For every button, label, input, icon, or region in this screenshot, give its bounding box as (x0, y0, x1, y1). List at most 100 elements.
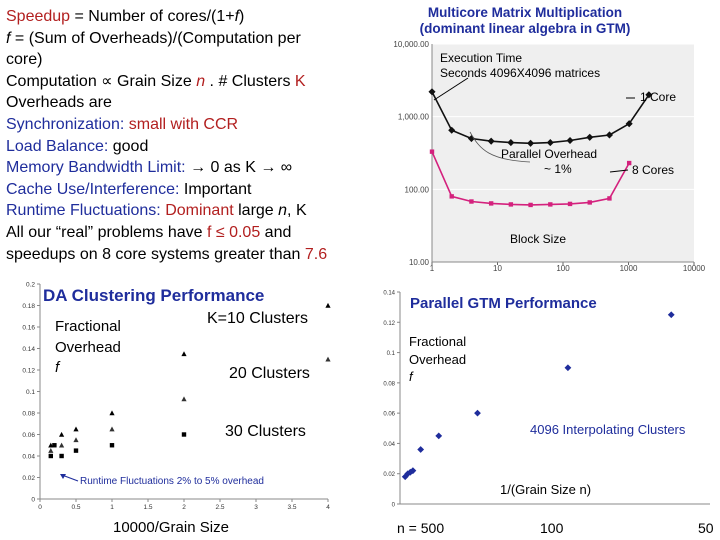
text-span: Dominant (165, 202, 234, 220)
legend-pointer-8cores (609, 169, 629, 173)
text-span: Cache Use/Interference: (6, 180, 184, 198)
ylabel-line-1: Execution Time (440, 51, 522, 65)
annotation-arrow (433, 77, 469, 101)
text-line-overheads: Overheads are (6, 92, 378, 114)
legend-1core: 1 Core (640, 90, 676, 104)
y-tick-label: 0.1 (387, 351, 396, 357)
point-series-1 (73, 437, 79, 443)
text-span: , K (287, 202, 307, 220)
text-span: → 0 as K → ∞ (190, 159, 293, 177)
text-line-synchronization: Synchronization: small with CCR (6, 114, 378, 136)
y-tick-label: 0.14 (383, 291, 395, 297)
proportional-symbol: ∝ (101, 72, 113, 90)
point-series-1 (181, 396, 187, 402)
y-tick-label: 0.04 (22, 454, 35, 461)
point-series-1 (325, 356, 331, 362)
y-tick-label: 10,000.00 (393, 40, 429, 49)
text-line-computation: Computation ∝ Grain Size n . # Clusters … (6, 71, 378, 93)
x-tick-label: 100 (556, 264, 570, 273)
ylabel-line-3: f (55, 359, 61, 376)
ylabel-line-3: f (409, 369, 414, 384)
text-line-core: core) (6, 49, 378, 71)
annotation-runtime-fluctuations: Runtime Fluctuations 2% to 5% overhead (80, 476, 264, 487)
legend-k20: 20 Clusters (229, 365, 310, 382)
chart-title: Parallel GTM Performance (410, 295, 597, 312)
slide-text: Speedup = Number of cores/(1+f) f = (Sum… (6, 6, 378, 265)
text-span: All our “real” problems have (6, 223, 207, 241)
point-gtm (435, 432, 443, 440)
point-series-2 (181, 432, 187, 437)
text-span: large (233, 202, 279, 220)
point-series-0 (59, 431, 65, 437)
x-tick-label: 3.5 (287, 504, 296, 511)
text-span: Important (183, 180, 252, 198)
ylabel-line-2: Overhead (409, 352, 466, 367)
point-series-2 (52, 443, 57, 448)
point-8cores (488, 201, 494, 206)
point-8cores (587, 200, 592, 205)
text-span: Load Balance: (6, 137, 113, 155)
x-tick-label: 3 (254, 504, 258, 511)
text-span: n (278, 202, 288, 220)
chart-title: DA Clustering Performance (43, 286, 264, 305)
chart-title: Multicore Matrix Multiplication (428, 5, 622, 20)
point-8cores (449, 194, 454, 199)
annotation-parallel-overhead: Parallel Overhead (501, 147, 597, 161)
series-line-0 (431, 91, 650, 145)
point-gtm (417, 446, 425, 453)
x-tick-label: 2.5 (215, 504, 224, 511)
x-top-label-100: 100 (540, 520, 564, 536)
y-tick-label: 0.08 (22, 411, 35, 418)
legend-k10: K=10 Clusters (207, 310, 308, 327)
x-tick-label: 0 (38, 504, 42, 511)
x-axis-label: 10000/Grain Size (113, 519, 229, 536)
text-line-speedup: Speedup = Number of cores/(1+f) (6, 6, 378, 28)
y-tick-label: 0.06 (383, 412, 395, 418)
overhead-bracket (469, 131, 531, 163)
text-span: and (260, 223, 292, 241)
y-tick-label: 0.12 (22, 368, 35, 375)
text-span: speedups on 8 core systems greater than (6, 245, 305, 263)
text-span: n (196, 72, 206, 90)
point-series-1 (48, 448, 54, 453)
y-tick-label: 0.14 (22, 346, 35, 353)
point-1core (527, 139, 535, 147)
x-tick-label: 2 (182, 504, 186, 511)
point-series-1 (109, 426, 115, 432)
text-line-speedups: speedups on 8 core systems greater than … (6, 244, 378, 266)
text-line-f-definition: f = (Sum of Overheads)/(Computation per (6, 28, 378, 50)
point-8cores (469, 199, 474, 204)
text-span: Overheads are (6, 94, 112, 112)
point-gtm (667, 311, 675, 319)
chart-subtitle: (dominant linear algebra in GTM) (420, 21, 631, 36)
text-span: small with CCR (128, 115, 239, 133)
y-tick-label: 100.00 (405, 185, 430, 194)
text-span: f ≤ 0.05 (206, 223, 261, 241)
point-series-0 (325, 302, 331, 308)
text-line-runtime-fluctuations: Runtime Fluctuations: Dominant large n, … (6, 200, 378, 222)
x-tick-label: 4 (326, 504, 330, 511)
plot-area (432, 44, 694, 262)
text-span: ) (239, 8, 245, 25)
ylabel-line-1: Fractional (55, 318, 121, 335)
x-tick-label: 1 (430, 264, 435, 273)
point-8cores (548, 202, 553, 207)
point-series-2 (109, 443, 115, 448)
text-span: Grain Size (112, 72, 197, 90)
text-span: 7.6 (304, 245, 328, 263)
legend-8cores: 8 Cores (632, 163, 674, 177)
y-tick-label: 0.02 (22, 475, 35, 482)
text-span: = Number of cores/(1+ (70, 8, 235, 25)
y-tick-label: 0 (31, 497, 35, 504)
y-tick-label: 10.00 (409, 258, 430, 267)
y-tick-label: 0.12 (383, 321, 395, 327)
x-tick-label: 1000 (620, 264, 638, 273)
annotation-arrowhead (60, 474, 66, 479)
x-tick-label: 1.5 (143, 504, 152, 511)
x-tick-label: 0.5 (71, 504, 80, 511)
point-1core (428, 88, 436, 96)
matmul-chart: Multicore Matrix Multiplication (dominan… (393, 5, 705, 273)
point-1core (487, 137, 495, 145)
point-8cores (607, 196, 612, 201)
text-span: = (Sum of Overheads)/(Computation per (10, 29, 301, 47)
